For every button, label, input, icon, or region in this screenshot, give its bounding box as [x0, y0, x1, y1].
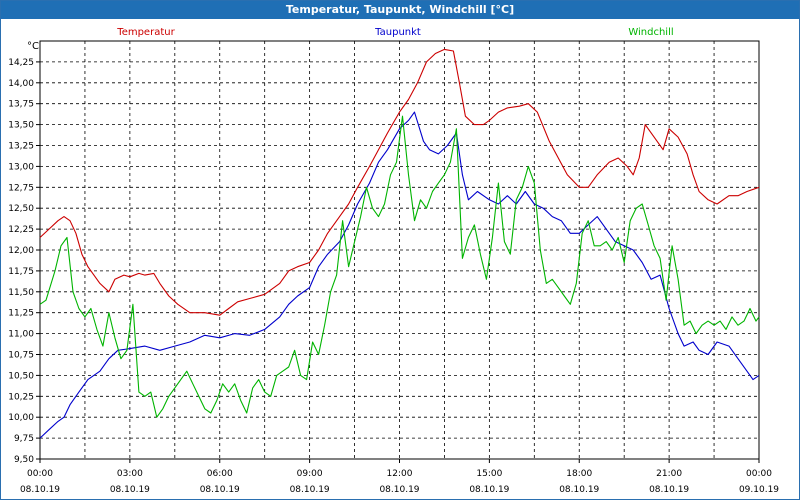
y-tick-label: 10,75 [8, 351, 34, 361]
x-tick-date: 08.10.19 [290, 485, 330, 495]
x-tick-time: 12:00 [387, 469, 413, 479]
y-tick-label: 13,50 [8, 121, 34, 131]
legend: Temperatur Taupunkt Windchill [116, 27, 673, 38]
y-tick-label: 9,50 [14, 455, 34, 465]
y-tick-label: 14,25 [8, 58, 34, 68]
y-tick-label: 11,25 [8, 309, 34, 319]
y-tick-label: 12,00 [8, 246, 34, 256]
y-tick-label: 11,00 [8, 330, 34, 340]
series-line-taupunkt [39, 111, 760, 439]
y-tick-label: 13,75 [8, 100, 34, 110]
x-tick-date: 09.10.19 [739, 485, 779, 495]
x-tick-date: 08.10.19 [649, 485, 689, 495]
y-tick-label: 11,50 [8, 288, 34, 298]
series-line-windchill [39, 115, 760, 418]
x-tick-time: 06:00 [207, 469, 233, 479]
x-tick-date: 08.10.19 [559, 485, 599, 495]
y-tick-label: 10,50 [8, 371, 34, 381]
y-unit-label: °C [27, 41, 39, 52]
x-tick-date: 08.10.19 [20, 485, 60, 495]
series-lines [39, 48, 760, 439]
x-tick-time: 18:00 [566, 469, 592, 479]
grid [40, 41, 759, 459]
x-tick-time: 21:00 [656, 469, 682, 479]
x-tick-time: 09:00 [297, 469, 323, 479]
y-tick-label: 9,75 [14, 434, 34, 444]
series-line-temperatur [39, 48, 760, 316]
legend-temperatur: Temperatur [116, 27, 175, 38]
x-tick-time: 00:00 [27, 469, 53, 479]
y-tick-label: 13,00 [8, 162, 34, 172]
y-tick-label: 13,25 [8, 142, 34, 152]
y-tick-label: 14,00 [8, 79, 34, 89]
x-tick-date: 08.10.19 [200, 485, 240, 495]
y-tick-label: 12,50 [8, 204, 34, 214]
x-tick-date: 08.10.19 [469, 485, 509, 495]
y-tick-label: 10,25 [8, 392, 34, 402]
x-tick-time: 15:00 [476, 469, 502, 479]
legend-windchill: Windchill [628, 27, 673, 38]
x-tick-time: 00:00 [746, 469, 772, 479]
x-tick-date: 08.10.19 [110, 485, 150, 495]
y-tick-label: 12,25 [8, 225, 34, 235]
x-tick-time: 03:00 [117, 469, 143, 479]
y-tick-label: 11,75 [8, 267, 34, 277]
legend-taupunkt: Taupunkt [374, 27, 421, 38]
y-tick-label: 10,00 [8, 413, 34, 423]
axes: 9,50 9,75 10,00 10,25 10,50 10,75 11,00 11,25 11… [8, 40, 779, 495]
chart-title: Temperatur, Taupunkt, Windchill [°C] [1, 1, 799, 19]
x-tick-date: 08.10.19 [379, 485, 419, 495]
y-tick-label: 12,75 [8, 183, 34, 193]
